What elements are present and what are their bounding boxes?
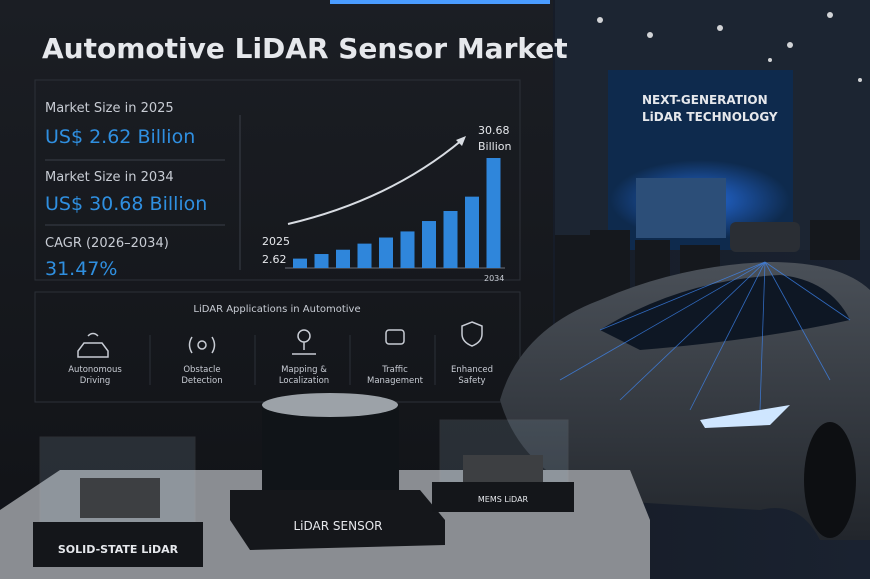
panel-accent	[330, 0, 550, 4]
mems-device	[463, 455, 543, 483]
bar	[422, 221, 436, 268]
mini-chart: 2025 2.62 30.68 Billion 2034	[262, 124, 512, 283]
banner-line2: LiDAR TECHNOLOGY	[642, 110, 778, 124]
title: Automotive LiDAR Sensor Market	[42, 32, 568, 65]
stats-box	[34, 79, 521, 281]
app-icons	[77, 321, 483, 358]
banner-line1: NEXT-GENERATION	[642, 93, 768, 107]
end-unit: Billion	[478, 140, 512, 153]
ceiling-lights	[597, 12, 862, 82]
stat-value: 31.47%	[45, 258, 117, 280]
product-label: SOLID-STATE LiDAR	[58, 543, 179, 556]
bar	[379, 237, 393, 268]
app-label: Autonomous Driving	[68, 365, 122, 386]
arrow-head	[456, 136, 466, 146]
stat-value: US$ 30.68 Billion	[45, 193, 207, 215]
product-label: MEMS LiDAR	[478, 495, 529, 504]
roof-lidar	[730, 222, 800, 252]
start-year: 2025	[262, 235, 290, 248]
app-labels: Autonomous Driving Obstacle Detection Mappin…	[68, 365, 493, 386]
app-label-line: Safety	[458, 376, 485, 386]
app-label-line: Detection	[181, 376, 222, 386]
solid-state-device	[80, 478, 160, 518]
bar	[293, 258, 307, 268]
app-label: Mapping & Localization	[279, 365, 329, 386]
bar	[336, 249, 350, 268]
bar	[314, 254, 329, 268]
screen	[636, 178, 726, 238]
lidar-beams	[559, 261, 851, 411]
app-label-line: Management	[367, 376, 424, 386]
bar	[465, 196, 479, 268]
apps-title: LiDAR Applications in Automotive	[193, 304, 360, 315]
plinth	[230, 490, 445, 550]
plinth	[432, 482, 574, 512]
start-value: 2.62	[262, 253, 287, 266]
app-label-line: Mapping &	[281, 365, 327, 375]
product-label: LiDAR SENSOR	[294, 519, 383, 533]
app-label: Enhanced Safety	[451, 365, 493, 386]
app-label-line: Obstacle	[183, 365, 220, 375]
app-label-line: Autonomous	[68, 365, 122, 375]
bar	[443, 210, 458, 268]
plinth	[33, 522, 203, 567]
stat-label: Market Size in 2034	[45, 170, 174, 185]
end-year: 2034	[484, 274, 504, 283]
headlight	[700, 405, 790, 428]
lidar-sensor-top	[262, 393, 398, 417]
stat-value: US$ 2.62 Billion	[45, 126, 195, 148]
app-label-line: Localization	[279, 376, 329, 386]
windshield	[600, 275, 850, 350]
app-dividers	[149, 335, 436, 385]
app-label: Obstacle Detection	[181, 365, 222, 386]
bar	[357, 243, 372, 268]
bar	[400, 231, 415, 268]
lidar-sensor-body	[262, 405, 399, 495]
end-value: 30.68	[478, 124, 510, 137]
app-label-line: Traffic	[381, 365, 408, 375]
app-label-line: Enhanced	[451, 365, 493, 375]
trend-arrow	[287, 139, 463, 225]
stat-label: CAGR (2026–2034)	[45, 236, 169, 251]
app-label: Traffic Management	[367, 365, 424, 386]
app-label-line: Driving	[80, 376, 111, 386]
bar	[486, 158, 501, 268]
stat-label: Market Size in 2025	[45, 101, 174, 116]
wheel	[804, 422, 856, 538]
